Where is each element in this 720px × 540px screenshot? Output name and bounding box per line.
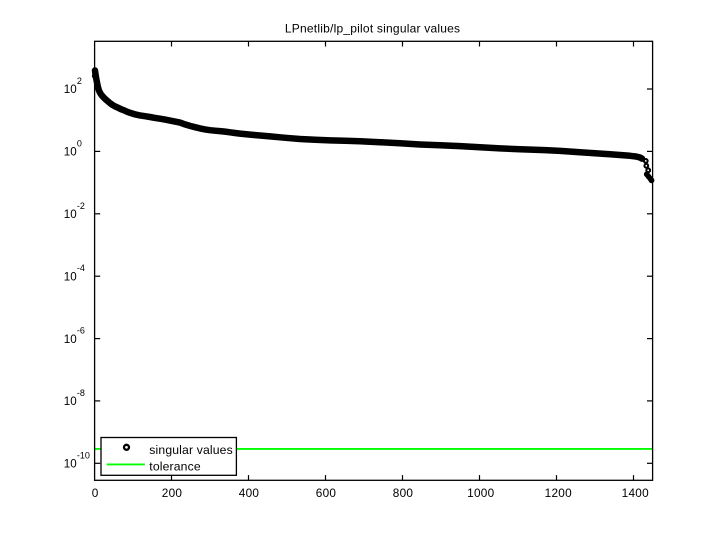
svg-text:400: 400 [239, 486, 260, 500]
svg-text:800: 800 [393, 486, 414, 500]
svg-text:0: 0 [92, 486, 99, 500]
svg-text:1400: 1400 [622, 486, 649, 500]
svg-text:LPnetlib/lp_pilot singular val: LPnetlib/lp_pilot singular values [285, 21, 460, 35]
svg-text:600: 600 [316, 486, 337, 500]
svg-text:1000: 1000 [467, 486, 494, 500]
svg-text:200: 200 [162, 486, 183, 500]
svg-text:tolerance: tolerance [149, 459, 201, 473]
svg-text:singular values: singular values [149, 443, 233, 457]
svg-text:1200: 1200 [545, 486, 572, 500]
